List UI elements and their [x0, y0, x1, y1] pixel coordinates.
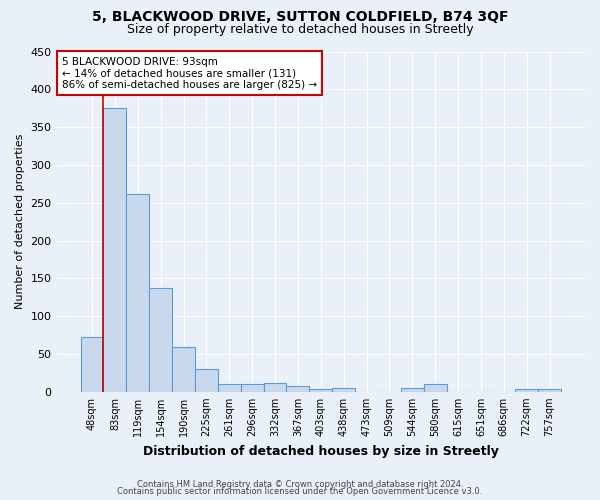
- Bar: [538, 389, 561, 392]
- Bar: [401, 388, 424, 392]
- Text: Contains public sector information licensed under the Open Government Licence v3: Contains public sector information licen…: [118, 487, 482, 496]
- Text: Contains HM Land Registry data © Crown copyright and database right 2024.: Contains HM Land Registry data © Crown c…: [137, 480, 463, 489]
- Bar: [127, 194, 149, 392]
- Bar: [332, 388, 355, 392]
- Bar: [310, 389, 332, 392]
- Text: 5, BLACKWOOD DRIVE, SUTTON COLDFIELD, B74 3QF: 5, BLACKWOOD DRIVE, SUTTON COLDFIELD, B7…: [92, 10, 508, 24]
- Y-axis label: Number of detached properties: Number of detached properties: [15, 134, 25, 310]
- Bar: [149, 288, 172, 392]
- Bar: [263, 384, 286, 392]
- Bar: [218, 384, 241, 392]
- X-axis label: Distribution of detached houses by size in Streetly: Distribution of detached houses by size …: [143, 444, 499, 458]
- Bar: [241, 384, 263, 392]
- Bar: [424, 384, 446, 392]
- Text: Size of property relative to detached houses in Streetly: Size of property relative to detached ho…: [127, 22, 473, 36]
- Bar: [80, 338, 103, 392]
- Text: 5 BLACKWOOD DRIVE: 93sqm
← 14% of detached houses are smaller (131)
86% of semi-: 5 BLACKWOOD DRIVE: 93sqm ← 14% of detach…: [62, 56, 317, 90]
- Bar: [172, 347, 195, 392]
- Bar: [195, 369, 218, 392]
- Bar: [515, 389, 538, 392]
- Bar: [286, 386, 310, 392]
- Bar: [103, 108, 127, 392]
